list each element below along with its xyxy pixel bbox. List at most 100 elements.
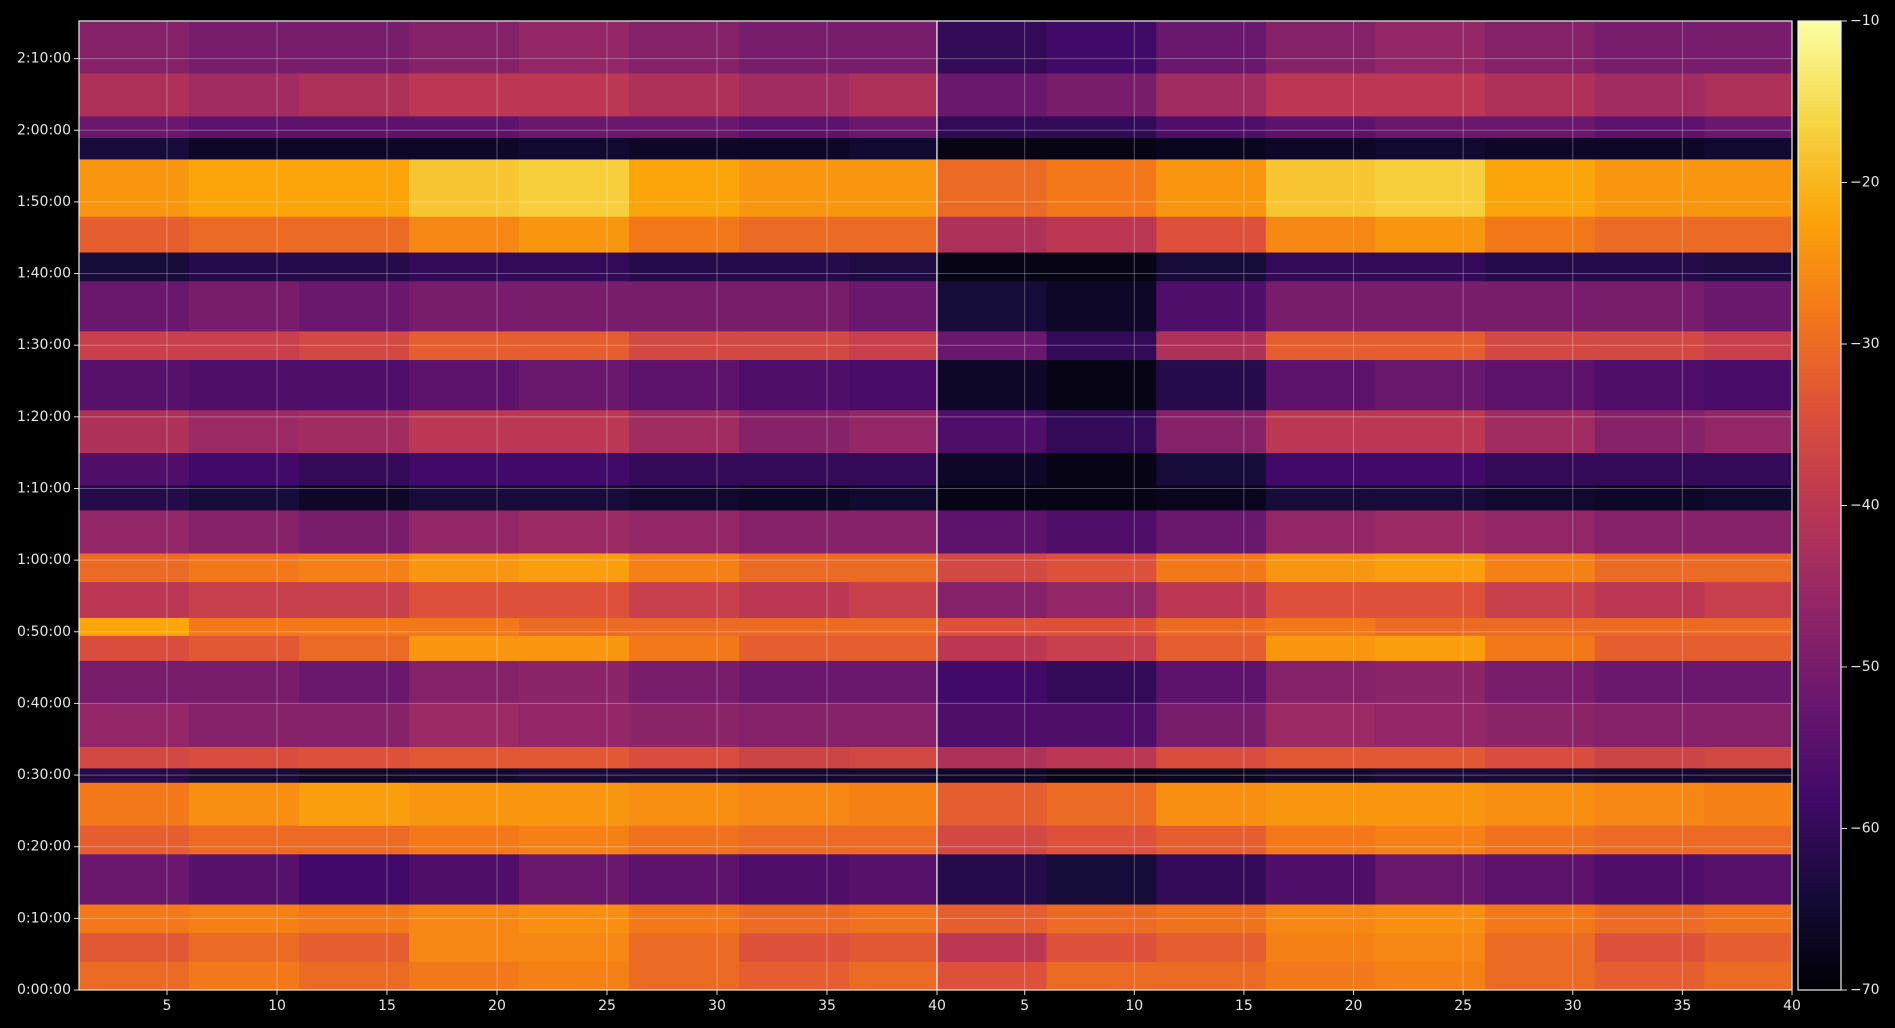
heatmap-cell bbox=[1265, 115, 1376, 138]
y-tick-label: 1:20:00 bbox=[17, 409, 71, 425]
y-tick-label: 0:00:00 bbox=[17, 982, 71, 998]
heatmap-cell bbox=[1375, 359, 1486, 411]
heatmap-cell bbox=[299, 552, 410, 583]
heatmap-cell bbox=[1375, 72, 1486, 117]
heatmap-cell bbox=[409, 158, 520, 217]
heatmap-cell bbox=[1046, 484, 1157, 511]
heatmap-cell bbox=[79, 581, 190, 618]
heatmap-cell bbox=[409, 617, 520, 636]
heatmap-cell bbox=[1375, 635, 1486, 661]
heatmap-cell bbox=[189, 216, 300, 253]
heatmap-cell bbox=[739, 280, 850, 332]
heatmap-cell bbox=[409, 330, 520, 361]
heatmap-cells bbox=[937, 21, 1793, 991]
heatmap-cell bbox=[1046, 767, 1157, 783]
heatmap-cell bbox=[739, 137, 850, 160]
heatmap-cell bbox=[1265, 782, 1376, 826]
heatmap-cell bbox=[409, 932, 520, 962]
heatmap-cell bbox=[937, 137, 1048, 160]
heatmap-cell bbox=[189, 409, 300, 454]
heatmap-cell bbox=[1046, 552, 1157, 583]
heatmap-cell bbox=[1594, 509, 1705, 554]
heatmap-cell bbox=[299, 853, 410, 905]
heatmap-cell bbox=[1046, 782, 1157, 826]
heatmap-cell bbox=[629, 635, 740, 661]
heatmap-cell bbox=[1265, 825, 1376, 855]
heatmap-cell bbox=[1485, 825, 1596, 855]
heatmap-cell bbox=[1046, 409, 1157, 454]
heatmap-cell bbox=[1594, 21, 1705, 74]
heatmap-cell bbox=[1375, 853, 1486, 905]
heatmap-cell bbox=[409, 21, 520, 74]
heatmap-cell bbox=[1156, 452, 1267, 486]
heatmap-cell bbox=[1704, 703, 1793, 747]
heatmap-cell bbox=[1704, 782, 1793, 826]
heatmap-cell bbox=[409, 825, 520, 855]
heatmap-cell bbox=[1485, 115, 1596, 138]
heatmap-cell bbox=[849, 581, 938, 618]
heatmap-cell bbox=[519, 904, 630, 934]
heatmap-cell bbox=[937, 409, 1048, 454]
heatmap-cell bbox=[1046, 158, 1157, 217]
heatmap-cell bbox=[1704, 904, 1793, 934]
heatmap-cell bbox=[629, 617, 740, 636]
heatmap-cell bbox=[1594, 746, 1705, 769]
heatmap-cell bbox=[937, 509, 1048, 554]
heatmap-cell bbox=[1156, 72, 1267, 117]
heatmap-cell bbox=[849, 72, 938, 117]
y-tick-label: 0:50:00 bbox=[17, 624, 71, 640]
heatmap-cell bbox=[189, 825, 300, 855]
heatmap-cell bbox=[849, 484, 938, 511]
y-tick-label: 2:10:00 bbox=[17, 51, 71, 67]
heatmap-cell bbox=[1265, 552, 1376, 583]
heatmap-cell bbox=[1046, 115, 1157, 138]
y-tick-label: 0:20:00 bbox=[17, 839, 71, 855]
x-tick-label: 15 bbox=[1235, 998, 1253, 1014]
heatmap-cell bbox=[299, 581, 410, 618]
heatmap-cell bbox=[299, 21, 410, 74]
heatmap-cell bbox=[1265, 635, 1376, 661]
heatmap-cell bbox=[1704, 746, 1793, 769]
heatmap-cell bbox=[937, 617, 1048, 636]
heatmap-cell bbox=[79, 115, 190, 138]
heatmap-cell bbox=[409, 635, 520, 661]
heatmap-cell bbox=[1375, 825, 1486, 855]
heatmap-cell bbox=[739, 703, 850, 747]
heatmap-cell bbox=[79, 853, 190, 905]
heatmap-cell bbox=[1046, 330, 1157, 361]
heatmap-cell bbox=[519, 660, 630, 704]
heatmap-cell bbox=[1704, 115, 1793, 138]
heatmap-cell bbox=[1265, 509, 1376, 554]
heatmap-cell bbox=[519, 484, 630, 511]
heatmap-cell bbox=[409, 280, 520, 332]
heatmap-cell bbox=[849, 330, 938, 361]
heatmap-cell bbox=[189, 581, 300, 618]
heatmap-cell bbox=[1265, 72, 1376, 117]
heatmap-cell bbox=[1704, 330, 1793, 361]
heatmap-cell bbox=[189, 767, 300, 783]
heatmap-cell bbox=[189, 617, 300, 636]
colorbar-tick-label: −50 bbox=[1850, 659, 1880, 675]
heatmap-cell bbox=[1265, 330, 1376, 361]
heatmap-cell bbox=[937, 158, 1048, 217]
heatmap-cell bbox=[189, 330, 300, 361]
heatmap-cell bbox=[409, 484, 520, 511]
heatmap-cell bbox=[1594, 484, 1705, 511]
heatmap-cell bbox=[1704, 509, 1793, 554]
heatmap-cell bbox=[1594, 904, 1705, 934]
heatmap-cell bbox=[1704, 961, 1793, 991]
heatmap-cell bbox=[1156, 552, 1267, 583]
heatmap-cell bbox=[1375, 746, 1486, 769]
heatmap-cell bbox=[299, 703, 410, 747]
heatmap-cell bbox=[1485, 767, 1596, 783]
heatmap-cell bbox=[849, 137, 938, 160]
heatmap-cell bbox=[1485, 137, 1596, 160]
heatmap-cell bbox=[1375, 158, 1486, 217]
heatmap-cell bbox=[409, 703, 520, 747]
heatmap-cell bbox=[1704, 825, 1793, 855]
heatmap-cell bbox=[189, 280, 300, 332]
heatmap-cell bbox=[1046, 635, 1157, 661]
colorbar-tick-label: −30 bbox=[1850, 336, 1880, 352]
heatmap-cell bbox=[1485, 853, 1596, 905]
heatmap-cell bbox=[849, 853, 938, 905]
